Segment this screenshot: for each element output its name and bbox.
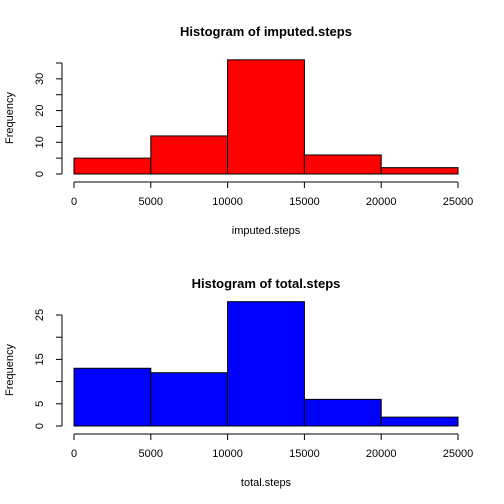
histogram-bar bbox=[150, 372, 229, 427]
y-tick-label: 0 bbox=[34, 171, 46, 177]
x-tick-label: 0 bbox=[71, 448, 77, 460]
histogram-bar bbox=[227, 59, 305, 175]
x-tick-label: 20000 bbox=[366, 196, 397, 208]
y-tick-label: 30 bbox=[34, 73, 46, 85]
histogram-bar bbox=[227, 301, 305, 427]
y-tick-label: 10 bbox=[34, 136, 46, 148]
y-tick-label: 15 bbox=[34, 353, 46, 365]
histogram-bar bbox=[150, 135, 229, 175]
x-tick-label: 5000 bbox=[139, 448, 163, 460]
x-axis-label: total.steps bbox=[241, 477, 292, 489]
x-tick-label: 10000 bbox=[212, 196, 243, 208]
x-tick-label: 5000 bbox=[139, 196, 163, 208]
x-tick-label: 15000 bbox=[289, 448, 320, 460]
histogram-bar bbox=[303, 398, 382, 427]
histogram-imputed-steps: Histogram of imputed.steps imputed.steps… bbox=[4, 24, 473, 237]
y-tick-label: 20 bbox=[34, 104, 46, 116]
chart-title: Histogram of total.steps bbox=[192, 276, 341, 291]
y-tick-label: 25 bbox=[34, 309, 46, 321]
histogram-total-steps: Histogram of total.steps total.steps Fre… bbox=[4, 276, 473, 489]
chart-title: Histogram of imputed.steps bbox=[180, 24, 352, 39]
y-axis-label: Frequency bbox=[4, 344, 16, 396]
histogram-bar bbox=[73, 157, 152, 175]
x-tick-label: 25000 bbox=[443, 448, 474, 460]
histogram-bar bbox=[380, 167, 459, 175]
x-tick-label: 15000 bbox=[289, 196, 320, 208]
histogram-bar bbox=[380, 416, 459, 427]
y-tick-label: 5 bbox=[34, 401, 46, 407]
x-tick-label: 20000 bbox=[366, 448, 397, 460]
x-tick-label: 0 bbox=[71, 196, 77, 208]
histogram-bar bbox=[73, 367, 152, 427]
y-tick-label: 0 bbox=[34, 423, 46, 429]
x-axis-label: imputed.steps bbox=[232, 225, 301, 237]
histogram-bar bbox=[303, 154, 382, 175]
x-tick-label: 10000 bbox=[212, 448, 243, 460]
x-tick-label: 25000 bbox=[443, 196, 474, 208]
y-axis-label: Frequency bbox=[4, 92, 16, 144]
